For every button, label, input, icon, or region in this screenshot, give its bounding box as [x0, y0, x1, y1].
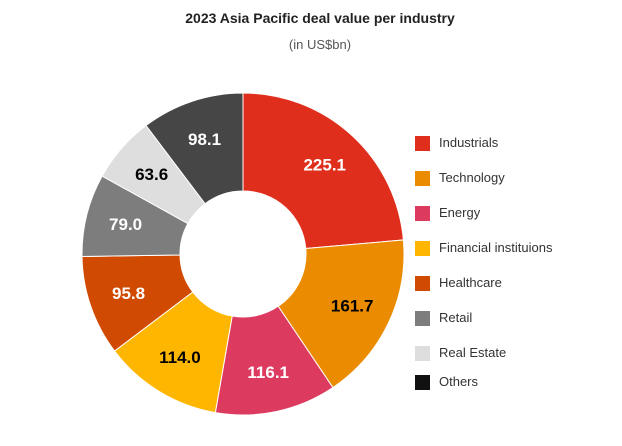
legend-label: Industrials — [439, 135, 499, 150]
legend-label: Energy — [439, 205, 481, 220]
chart-subtitle: (in US$bn) — [288, 37, 352, 52]
legend-label: Technology — [439, 170, 505, 185]
slice-industrials[interactable] — [242, 92, 404, 250]
legend-item-technology[interactable]: Technology — [415, 168, 615, 188]
legend-item-healthcare[interactable]: Healthcare — [415, 273, 615, 293]
slice-value-others: 98.1 — [188, 130, 221, 149]
legend-swatch — [415, 276, 430, 291]
slice-value-financial-instituions: 114.0 — [159, 348, 201, 367]
slice-value-retail: 79.0 — [109, 215, 142, 234]
legend-item-financial-instituions[interactable]: Financial instituions — [415, 238, 615, 258]
legend-swatch — [415, 136, 430, 151]
legend-swatch — [415, 346, 430, 361]
slice-value-energy: 116.1 — [247, 363, 289, 382]
slice-value-healthcare: 95.8 — [112, 284, 145, 303]
legend-label: Retail — [439, 310, 473, 325]
slice-value-industrials: 225.1 — [303, 155, 346, 174]
legend-label: Financial instituions — [439, 240, 553, 255]
legend-swatch — [415, 206, 430, 221]
legend-label: Healthcare — [439, 275, 502, 290]
slice-others[interactable] — [145, 92, 244, 205]
legend-item-industrials[interactable]: Industrials — [415, 133, 615, 153]
legend-swatch — [415, 375, 430, 390]
slice-value-technology: 161.7 — [331, 297, 374, 316]
slice-value-real-estate: 63.6 — [135, 165, 168, 184]
legend-swatch — [415, 311, 430, 326]
legend-item-others[interactable]: Others — [415, 372, 615, 392]
legend-item-real-estate[interactable]: Real Estate — [415, 343, 615, 363]
legend-swatch — [415, 241, 430, 256]
legend-item-energy[interactable]: Energy — [415, 203, 615, 223]
chart-title: 2023 Asia Pacific deal value per industr… — [185, 10, 455, 26]
legend-swatch — [415, 171, 430, 186]
legend-label: Others — [439, 374, 479, 389]
slice-technology[interactable] — [277, 239, 405, 389]
legend-label: Real Estate — [439, 345, 507, 360]
legend-item-retail[interactable]: Retail — [415, 308, 615, 328]
